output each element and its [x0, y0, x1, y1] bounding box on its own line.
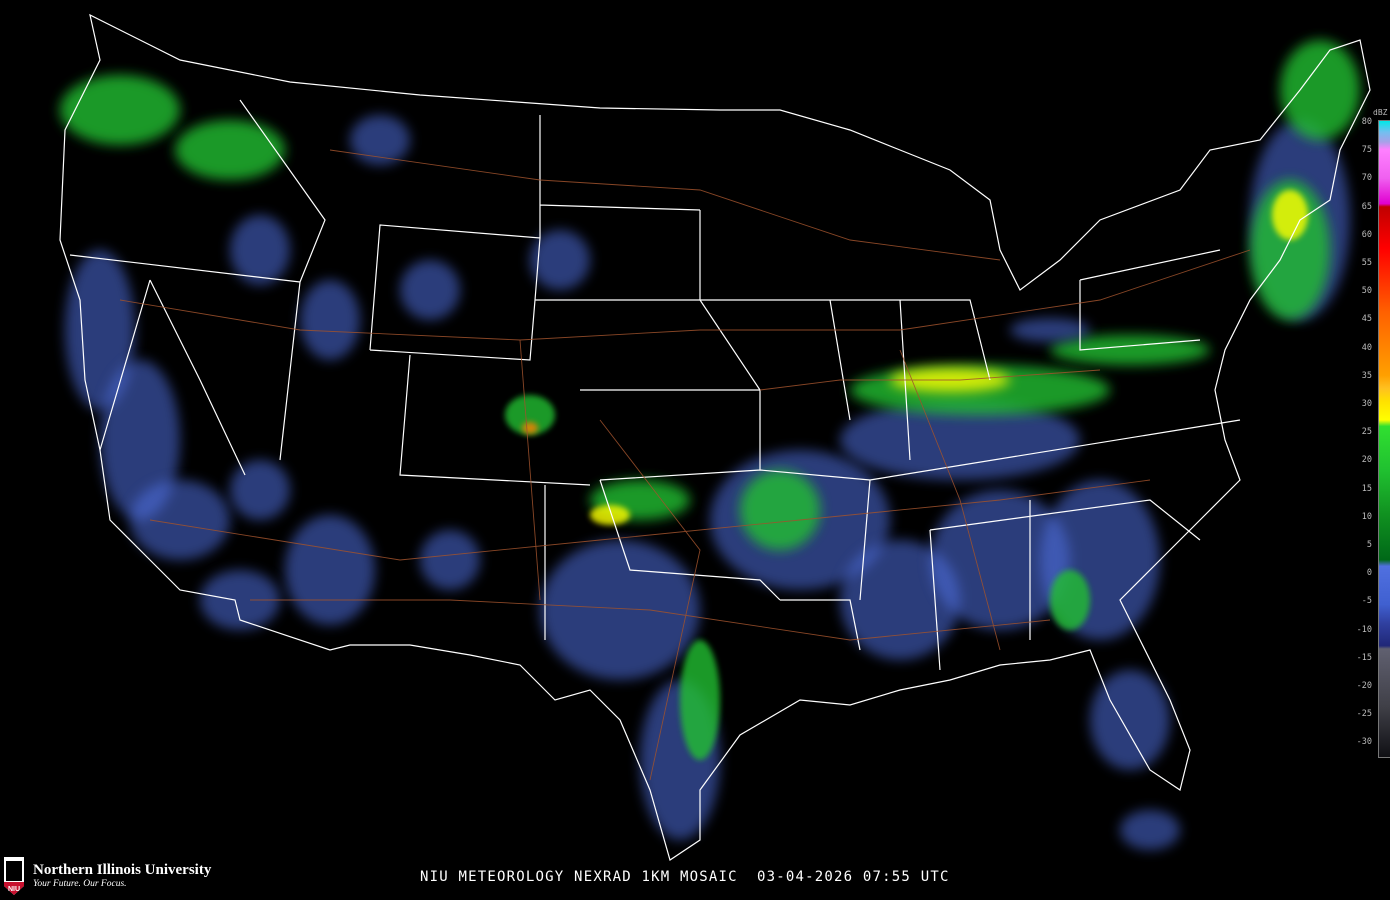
svg-text:NIU: NIU	[8, 886, 20, 893]
radar-echo	[60, 75, 180, 145]
radar-echo	[350, 115, 410, 165]
radar-echo	[1120, 810, 1180, 850]
radar-echo	[420, 530, 480, 590]
legend-tick: -30	[1356, 737, 1372, 748]
legend-tick: 5	[1366, 540, 1372, 550]
legend-tick: -5	[1361, 596, 1372, 607]
radar-echo	[300, 280, 360, 360]
legend-tick: 40	[1361, 342, 1372, 353]
radar-echo	[285, 515, 375, 625]
legend-tick: -15	[1356, 652, 1372, 663]
legend-color-bar	[1378, 120, 1390, 758]
radar-echo	[1250, 180, 1330, 320]
legend-tick: -20	[1356, 681, 1372, 691]
legend-unit: dBZ	[1373, 108, 1388, 117]
legend-tick: 55	[1361, 258, 1372, 268]
radar-echo	[100, 360, 180, 520]
radar-echo	[540, 540, 700, 680]
legend-tick: 35	[1361, 370, 1372, 381]
radar-echo	[740, 470, 820, 550]
legend-tick: 60	[1361, 229, 1372, 240]
map-title: NIU METEOROLOGY NEXRAD 1KM MOSAIC 03-04-…	[420, 869, 950, 885]
radar-echo	[130, 480, 230, 560]
legend-tick: 80	[1361, 117, 1372, 127]
radar-echo	[65, 250, 135, 410]
niu-logo: NIU Northern Illinois University Your Fu…	[3, 856, 211, 896]
legend-tick: -25	[1356, 709, 1372, 720]
university-name: Northern Illinois University	[33, 862, 212, 878]
dbz-legend: dBZ 80 75 70 65 60 55 50 45 40 35 30 25 20 15 10 5 0 -5 -1…	[1357, 108, 1390, 758]
radar-echo	[840, 540, 960, 660]
radar-echo	[1280, 40, 1360, 140]
radar-echo	[840, 400, 1080, 480]
radar-echo	[530, 230, 590, 290]
niu-shield-icon: NIU	[3, 856, 25, 896]
radar-echo	[175, 120, 285, 180]
legend-tick: 65	[1361, 201, 1372, 212]
legend-tick: 20	[1361, 455, 1372, 466]
legend-tick: -10	[1356, 624, 1372, 635]
legend-tick: 50	[1361, 286, 1372, 297]
highways	[119, 149, 1251, 781]
legend-tick: 25	[1361, 427, 1372, 438]
radar-echo	[230, 460, 290, 520]
radar-echo	[590, 505, 630, 525]
radar-echo	[1050, 570, 1090, 630]
legend-tick: 45	[1361, 314, 1372, 325]
university-tagline: Your Future. Our Focus.	[33, 879, 127, 889]
radar-echo	[1010, 318, 1090, 342]
legend-tick: 75	[1361, 145, 1372, 156]
radar-echoes	[60, 40, 1360, 850]
state-borders	[59, 13, 1371, 861]
legend-tick: 15	[1361, 483, 1372, 494]
radar-echo	[230, 215, 290, 285]
legend-tick: 70	[1361, 173, 1372, 184]
radar-echo	[505, 395, 555, 435]
legend-tick: 0	[1366, 568, 1372, 579]
legend-tick: 10	[1361, 511, 1372, 522]
radar-echo	[200, 570, 280, 630]
radar-echo	[522, 422, 538, 434]
radar-echo	[1090, 670, 1170, 770]
radar-echo	[1272, 190, 1308, 240]
radar-echo	[400, 260, 460, 320]
radar-echo	[680, 640, 720, 760]
legend-tick: 30	[1361, 399, 1372, 409]
